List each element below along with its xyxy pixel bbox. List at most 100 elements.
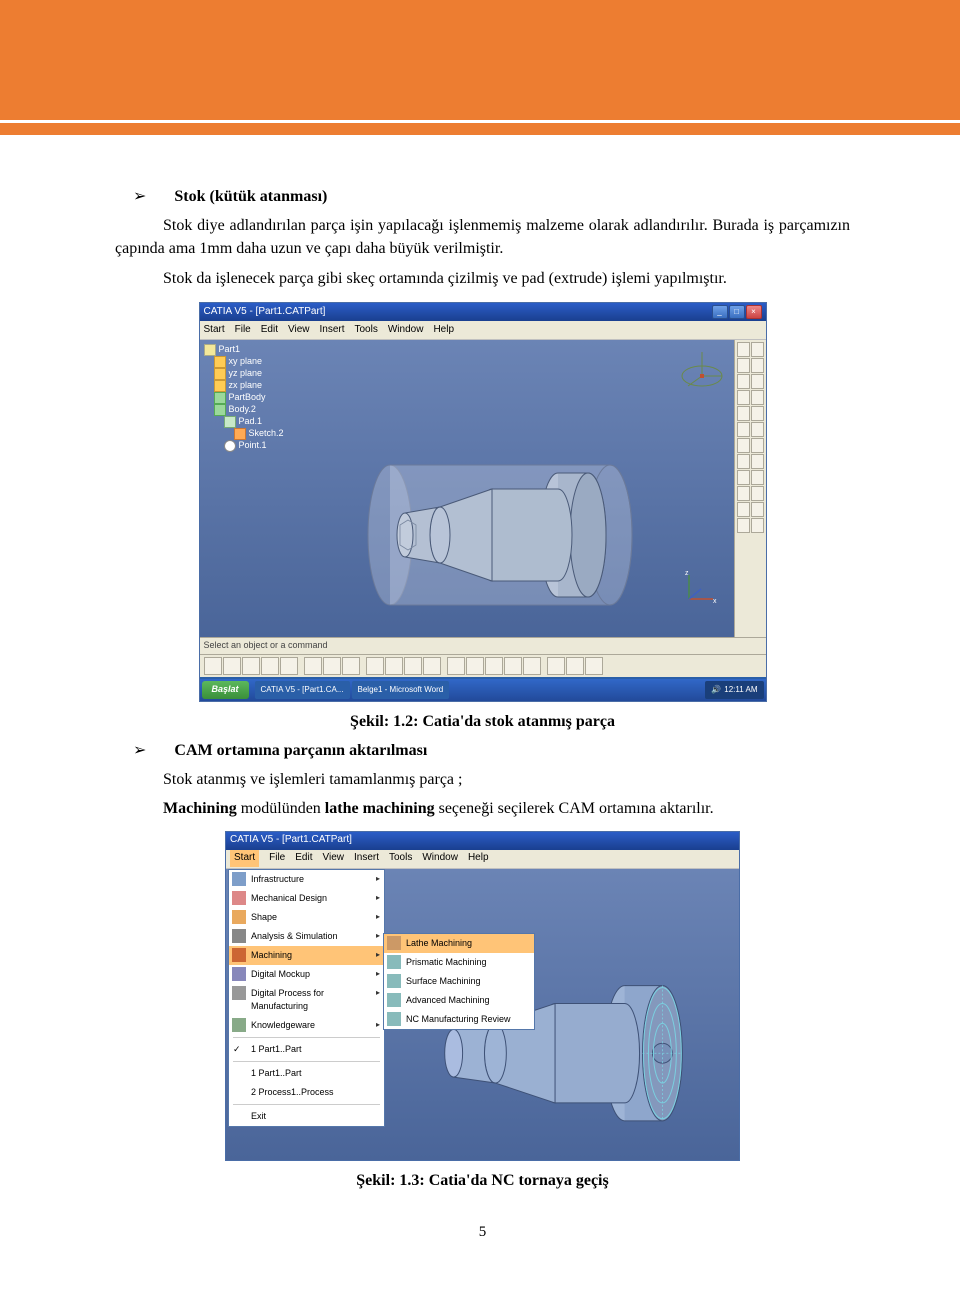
menu-dmu[interactable]: Digital Mockup▸ [229, 965, 384, 984]
menu-file[interactable]: File [269, 851, 285, 866]
menu-window[interactable]: Window [422, 851, 458, 866]
tree-root[interactable]: Part1 [204, 344, 284, 356]
tb-icon[interactable] [737, 438, 750, 453]
tb-icon[interactable] [242, 657, 260, 675]
minimize-button[interactable]: _ [712, 305, 728, 319]
menu-file[interactable]: File [235, 323, 251, 338]
submenu-prismatic[interactable]: Prismatic Machining [384, 953, 534, 972]
tb-icon[interactable] [385, 657, 403, 675]
tree-yz-plane[interactable]: yz plane [204, 368, 284, 380]
tb-icon[interactable] [751, 374, 764, 389]
taskbar-item[interactable]: Belge1 - Microsoft Word [352, 681, 450, 699]
menu-start[interactable]: Start [230, 850, 259, 867]
separator [233, 1037, 380, 1038]
tb-icon[interactable] [737, 342, 750, 357]
tb-icon[interactable] [751, 486, 764, 501]
menu-tools[interactable]: Tools [389, 851, 412, 866]
compass-icon[interactable] [678, 348, 726, 396]
menu-edit[interactable]: Edit [295, 851, 312, 866]
menu-exit[interactable]: Exit [229, 1107, 384, 1126]
tb-icon[interactable] [447, 657, 465, 675]
tb-icon[interactable] [737, 470, 750, 485]
tb-icon[interactable] [737, 422, 750, 437]
tb-icon[interactable] [523, 657, 541, 675]
submenu-lathe[interactable]: Lathe Machining [384, 934, 534, 953]
menu-machining[interactable]: Machining▸ [229, 946, 384, 965]
tb-icon[interactable] [751, 390, 764, 405]
menu-recent-2[interactable]: 1 Part1..Part [229, 1064, 384, 1083]
maximize-button[interactable]: □ [729, 305, 745, 319]
tree-partbody[interactable]: PartBody [204, 392, 284, 404]
tb-icon[interactable] [504, 657, 522, 675]
menu-infrastructure[interactable]: Infrastructure▸ [229, 870, 384, 889]
tree-pad1[interactable]: Pad.1 [204, 416, 284, 428]
menu-view[interactable]: View [322, 851, 344, 866]
tb-icon[interactable] [737, 374, 750, 389]
tb-icon[interactable] [423, 657, 441, 675]
menu-dpm[interactable]: Digital Process for Manufacturing▸ [229, 984, 384, 1016]
menu-edit[interactable]: Edit [261, 323, 278, 338]
tb-icon[interactable] [737, 518, 750, 533]
tb-icon[interactable] [304, 657, 322, 675]
window-title: CATIA V5 - [Part1.CATPart] [230, 833, 352, 848]
menu-help[interactable]: Help [468, 851, 489, 866]
tree-zx-plane[interactable]: zx plane [204, 380, 284, 392]
tb-icon[interactable] [751, 502, 764, 517]
tb-icon[interactable] [566, 657, 584, 675]
part-3d[interactable] [320, 410, 680, 637]
tb-icon[interactable] [737, 454, 750, 469]
tb-icon[interactable] [751, 438, 764, 453]
tree-body2[interactable]: Body.2 [204, 404, 284, 416]
tb-icon[interactable] [547, 657, 565, 675]
menu-start[interactable]: Start [204, 323, 225, 338]
tb-icon[interactable] [751, 518, 764, 533]
tree-sketch2[interactable]: Sketch.2 [204, 428, 284, 440]
tb-icon[interactable] [737, 486, 750, 501]
tb-icon[interactable] [485, 657, 503, 675]
tb-icon[interactable] [223, 657, 241, 675]
menu-knowledge[interactable]: Knowledgeware▸ [229, 1016, 384, 1035]
menu-view[interactable]: View [288, 323, 310, 338]
menu-insert[interactable]: Insert [319, 323, 344, 338]
menu-analysis[interactable]: Analysis & Simulation▸ [229, 927, 384, 946]
menu-mechanical[interactable]: Mechanical Design▸ [229, 889, 384, 908]
tb-icon[interactable] [323, 657, 341, 675]
tb-icon[interactable] [751, 454, 764, 469]
tb-icon[interactable] [751, 406, 764, 421]
menu-window[interactable]: Window [388, 323, 424, 338]
submenu-advanced[interactable]: Advanced Machining [384, 991, 534, 1010]
viewport[interactable]: Infrastructure▸ Mechanical Design▸ Shape… [226, 869, 739, 1160]
submenu-nc-review[interactable]: NC Manufacturing Review [384, 1010, 534, 1029]
menu-tools[interactable]: Tools [355, 323, 378, 338]
tb-icon[interactable] [342, 657, 360, 675]
tb-icon[interactable] [751, 470, 764, 485]
taskbar-item[interactable]: CATIA V5 - [Part1.CA... [255, 681, 350, 699]
tb-icon[interactable] [737, 358, 750, 373]
menu-shape[interactable]: Shape▸ [229, 908, 384, 927]
tree-point1[interactable]: Point.1 [204, 440, 284, 452]
tb-icon[interactable] [204, 657, 222, 675]
system-tray[interactable]: 🔊 12:11 AM [705, 681, 763, 699]
menu-insert[interactable]: Insert [354, 851, 379, 866]
catia-window-2: CATIA V5 - [Part1.CATPart] Start File Ed… [225, 831, 740, 1161]
tb-icon[interactable] [404, 657, 422, 675]
tb-icon[interactable] [737, 502, 750, 517]
tb-icon[interactable] [751, 358, 764, 373]
tb-icon[interactable] [280, 657, 298, 675]
tb-icon[interactable] [366, 657, 384, 675]
tb-icon[interactable] [737, 390, 750, 405]
tb-icon[interactable] [466, 657, 484, 675]
submenu-surface[interactable]: Surface Machining [384, 972, 534, 991]
menu-recent-3[interactable]: 2 Process1..Process [229, 1083, 384, 1102]
start-button[interactable]: Başlat [202, 681, 249, 699]
tb-icon[interactable] [737, 406, 750, 421]
viewport[interactable]: Part1 xy plane yz plane zx plane PartBod… [200, 340, 766, 637]
tb-icon[interactable] [751, 422, 764, 437]
tb-icon[interactable] [261, 657, 279, 675]
menu-help[interactable]: Help [433, 323, 454, 338]
tb-icon[interactable] [751, 342, 764, 357]
menu-recent-1[interactable]: ✓1 Part1..Part [229, 1040, 384, 1059]
close-button[interactable]: × [746, 305, 762, 319]
tb-icon[interactable] [585, 657, 603, 675]
tree-xy-plane[interactable]: xy plane [204, 356, 284, 368]
